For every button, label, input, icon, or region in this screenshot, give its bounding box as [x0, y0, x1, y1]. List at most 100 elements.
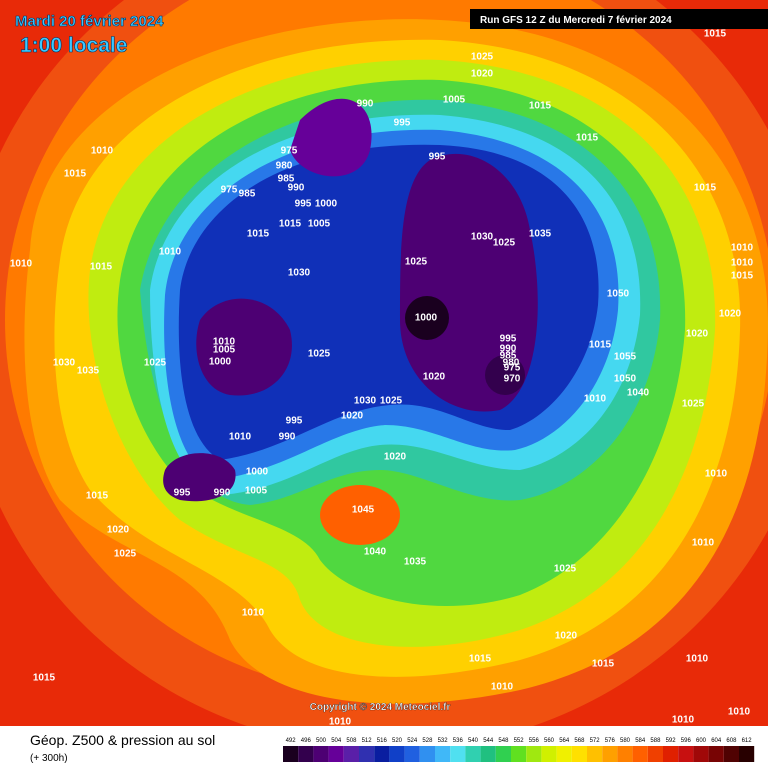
scale-label: 540 [468, 738, 479, 744]
isobar-label: 1025 [144, 358, 167, 369]
scale-cell [632, 746, 648, 762]
isobar-label: 1000 [315, 199, 338, 210]
isobar-label: 995 [174, 488, 191, 499]
run-box [470, 9, 768, 29]
isobar-label: 1050 [614, 374, 637, 385]
scale-label: 552 [514, 738, 525, 744]
scale-cell [435, 746, 451, 762]
isobar-label: 975 [504, 363, 521, 374]
scale-label: 500 [316, 738, 327, 744]
isobar-label: 1015 [469, 654, 492, 665]
isobar-label: 1010 [229, 432, 252, 443]
scale-label: 536 [453, 738, 464, 744]
isobar-label: 1015 [592, 659, 615, 670]
footer-subtitle: (+ 300h) [30, 753, 68, 764]
isobar-label: 1010 [731, 258, 754, 269]
scale-label: 588 [650, 738, 661, 744]
isobar-label: 995 [429, 152, 446, 163]
isobar-label: 1010 [692, 538, 715, 549]
scale-label: 580 [620, 738, 631, 744]
isobar-label: 1015 [589, 340, 612, 351]
isobar-label: 995 [286, 416, 303, 427]
isobar-label: 1035 [529, 229, 552, 240]
isobar-label: 995 [295, 199, 312, 210]
scale-label: 556 [529, 738, 540, 744]
scale-label: 516 [377, 738, 388, 744]
isobar-label: 975 [281, 146, 298, 157]
scale-label: 496 [301, 738, 312, 744]
isobar-label: 1015 [529, 101, 552, 112]
scale-label: 504 [331, 738, 342, 744]
scale-cell [359, 746, 375, 762]
isobar-label: 1000 [415, 313, 438, 324]
isobar-label: 1025 [405, 257, 428, 268]
isobar-label: 1010 [329, 717, 352, 728]
scale-label: 544 [483, 738, 494, 744]
scale-cell [480, 746, 496, 762]
isobar-label: 995 [394, 118, 411, 129]
scale-cell [389, 746, 405, 762]
scale-cell [647, 746, 663, 762]
isobar-label: 1025 [114, 549, 137, 560]
isobar-label: 1025 [682, 399, 705, 410]
isobar-label: 1005 [443, 95, 466, 106]
scale-label: 520 [392, 738, 403, 744]
isobar-label: 1015 [704, 29, 727, 40]
isobar-label: 990 [357, 99, 374, 110]
isobar-label: 1005 [213, 345, 236, 356]
scale-cell [723, 746, 739, 762]
scale-cell [541, 746, 557, 762]
scale-cell [739, 746, 755, 762]
isobar-label: 1015 [247, 229, 270, 240]
isobar-label: 1025 [380, 396, 403, 407]
scale-label: 592 [666, 738, 677, 744]
isobar-label: 1040 [627, 388, 650, 399]
scale-label: 512 [362, 738, 373, 744]
isobar-label: 1010 [491, 682, 514, 693]
isobar-label: 1010 [672, 715, 695, 726]
copyright: Copyright © 2024 Meteociel.fr [310, 702, 451, 713]
isobar-label: 1010 [91, 146, 114, 157]
isobar-label: 1020 [686, 329, 709, 340]
isobar-label: 1020 [384, 452, 407, 463]
isobar-label: 990 [500, 344, 517, 355]
isobar-label: 1055 [614, 352, 637, 363]
scale-label: 572 [590, 738, 601, 744]
scale-label: 508 [346, 738, 357, 744]
scale-cell [556, 746, 572, 762]
scale-cell [678, 746, 694, 762]
isobar-label: 1015 [33, 673, 56, 684]
scale-cell [343, 746, 359, 762]
isobar-label: 1010 [731, 243, 754, 254]
isobar-label: 1020 [107, 525, 130, 536]
isobar-label: 1015 [90, 262, 113, 273]
scale-label: 612 [742, 738, 753, 744]
forecast-date: Mardi 20 février 2024 [15, 13, 164, 30]
isobar-label: 1015 [86, 491, 109, 502]
scale-label: 576 [605, 738, 616, 744]
isobar-label: 985 [278, 174, 295, 185]
isobar-label: 990 [288, 183, 305, 194]
scale-label: 492 [286, 738, 297, 744]
scale-label: 524 [407, 738, 418, 744]
isobar-label: 1020 [423, 372, 446, 383]
isobar-label: 1015 [731, 271, 754, 282]
isobar-label: 1020 [471, 69, 494, 80]
forecast-time: 1:00 locale [20, 34, 127, 57]
isobar-label: 1030 [471, 232, 494, 243]
isobar-label: 1000 [209, 357, 232, 368]
isobar-label: 995 [500, 334, 517, 345]
scale-cell [602, 746, 618, 762]
scale-cell [298, 746, 314, 762]
isobar-label: 990 [214, 488, 231, 499]
scale-label: 528 [422, 738, 433, 744]
isobar-label: 1045 [352, 505, 375, 516]
scale-cell [526, 746, 542, 762]
isobar-label: 985 [500, 351, 517, 362]
isobar-label: 1035 [77, 366, 100, 377]
isobar-label: 1030 [354, 396, 377, 407]
isobar-label: 1010 [584, 394, 607, 405]
isobar-label: 1050 [607, 289, 630, 300]
isobar-label: 1015 [64, 169, 87, 180]
